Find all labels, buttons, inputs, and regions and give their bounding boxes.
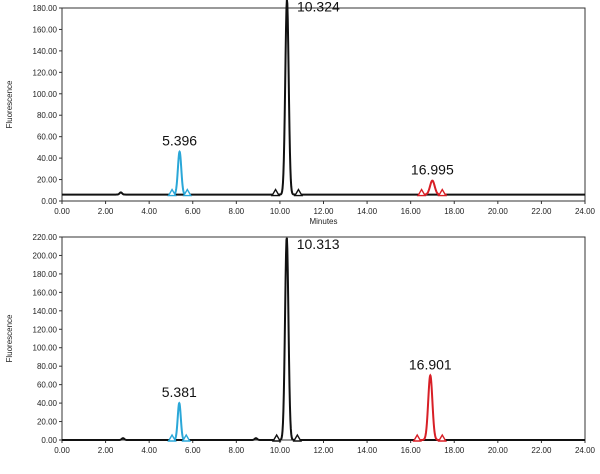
y-tick-label: 160.00 (33, 288, 58, 297)
y-tick-label: 80.00 (37, 362, 58, 371)
integration-marker (167, 433, 177, 442)
peak-retention-label: 10.313 (297, 236, 340, 252)
x-tick-label: 24.00 (575, 207, 596, 216)
x-tick-label: 2.00 (98, 207, 114, 216)
x-tick-label: 16.00 (401, 446, 422, 455)
x-tick-label: 12.00 (313, 446, 334, 455)
x-tick-label: 14.00 (357, 446, 378, 455)
baseline-trace (62, 0, 585, 196)
x-tick-label: 12.00 (313, 207, 334, 216)
x-tick-label: 6.00 (185, 207, 201, 216)
y-tick-label: 20.00 (37, 418, 58, 427)
x-tick-label: 24.00 (575, 446, 596, 455)
peak-retention-label: 10.324 (297, 0, 340, 14)
y-tick-label: 40.00 (37, 154, 58, 163)
integration-marker (182, 188, 193, 197)
x-tick-label: 18.00 (444, 446, 465, 455)
y-tick-label: 100.00 (33, 90, 58, 99)
integration-marker (292, 433, 303, 442)
integration-marker (181, 433, 191, 442)
y-tick-label: 60.00 (37, 133, 58, 142)
plot-frame (61, 236, 586, 441)
y-tick-label: 200.00 (33, 251, 58, 260)
peak-retention-label: 5.396 (162, 133, 197, 149)
y-tick-label: 180.00 (33, 4, 58, 13)
x-tick-label: 4.00 (141, 446, 157, 455)
peak-retention-label: 16.901 (409, 356, 452, 372)
y-tick-label: 220.00 (33, 233, 58, 242)
y-tick-label: 40.00 (37, 399, 58, 408)
x-tick-label: 8.00 (229, 207, 245, 216)
baseline-trace (62, 237, 585, 441)
y-axis-label: Fluorescence (5, 80, 14, 129)
x-tick-label: 0.00 (54, 207, 70, 216)
x-axis-label: Minutes (309, 217, 337, 226)
x-tick-label: 20.00 (488, 207, 509, 216)
x-tick-label: 10.00 (270, 207, 291, 216)
y-tick-label: 180.00 (33, 270, 58, 279)
y-tick-label: 0.00 (41, 197, 57, 206)
x-tick-label: 22.00 (531, 446, 552, 455)
x-tick-label: 22.00 (531, 207, 552, 216)
integration-marker (271, 433, 282, 442)
y-tick-label: 0.00 (41, 436, 57, 445)
y-tick-label: 140.00 (33, 307, 58, 316)
integration-marker (412, 433, 422, 442)
peak-trace (417, 373, 444, 441)
peak-retention-label: 16.995 (411, 162, 454, 178)
integration-marker (167, 188, 177, 197)
x-tick-label: 20.00 (488, 446, 509, 455)
y-tick-label: 120.00 (33, 325, 58, 334)
y-tick-label: 80.00 (37, 111, 58, 120)
x-tick-label: 10.00 (270, 446, 291, 455)
x-tick-label: 18.00 (444, 207, 465, 216)
x-tick-label: 4.00 (141, 207, 157, 216)
integration-marker (416, 188, 427, 197)
y-tick-label: 140.00 (33, 47, 58, 56)
integration-marker (437, 188, 447, 197)
plot-frame (61, 7, 586, 202)
x-tick-label: 16.00 (401, 207, 422, 216)
x-tick-label: 8.00 (229, 446, 245, 455)
integration-marker (270, 188, 281, 197)
x-tick-label: 6.00 (185, 446, 201, 455)
peak-trace (169, 150, 191, 196)
peak-retention-label: 5.381 (162, 384, 197, 400)
integration-marker (293, 188, 304, 197)
integration-marker (437, 433, 447, 442)
y-axis-label: Fluorescence (5, 314, 14, 363)
y-tick-label: 60.00 (37, 381, 58, 390)
x-tick-label: 2.00 (98, 446, 114, 455)
y-tick-label: 20.00 (37, 176, 58, 185)
x-tick-label: 14.00 (357, 207, 378, 216)
y-tick-label: 100.00 (33, 344, 58, 353)
x-tick-label: 0.00 (54, 446, 70, 455)
y-tick-label: 160.00 (33, 25, 58, 34)
y-tick-label: 120.00 (33, 68, 58, 77)
